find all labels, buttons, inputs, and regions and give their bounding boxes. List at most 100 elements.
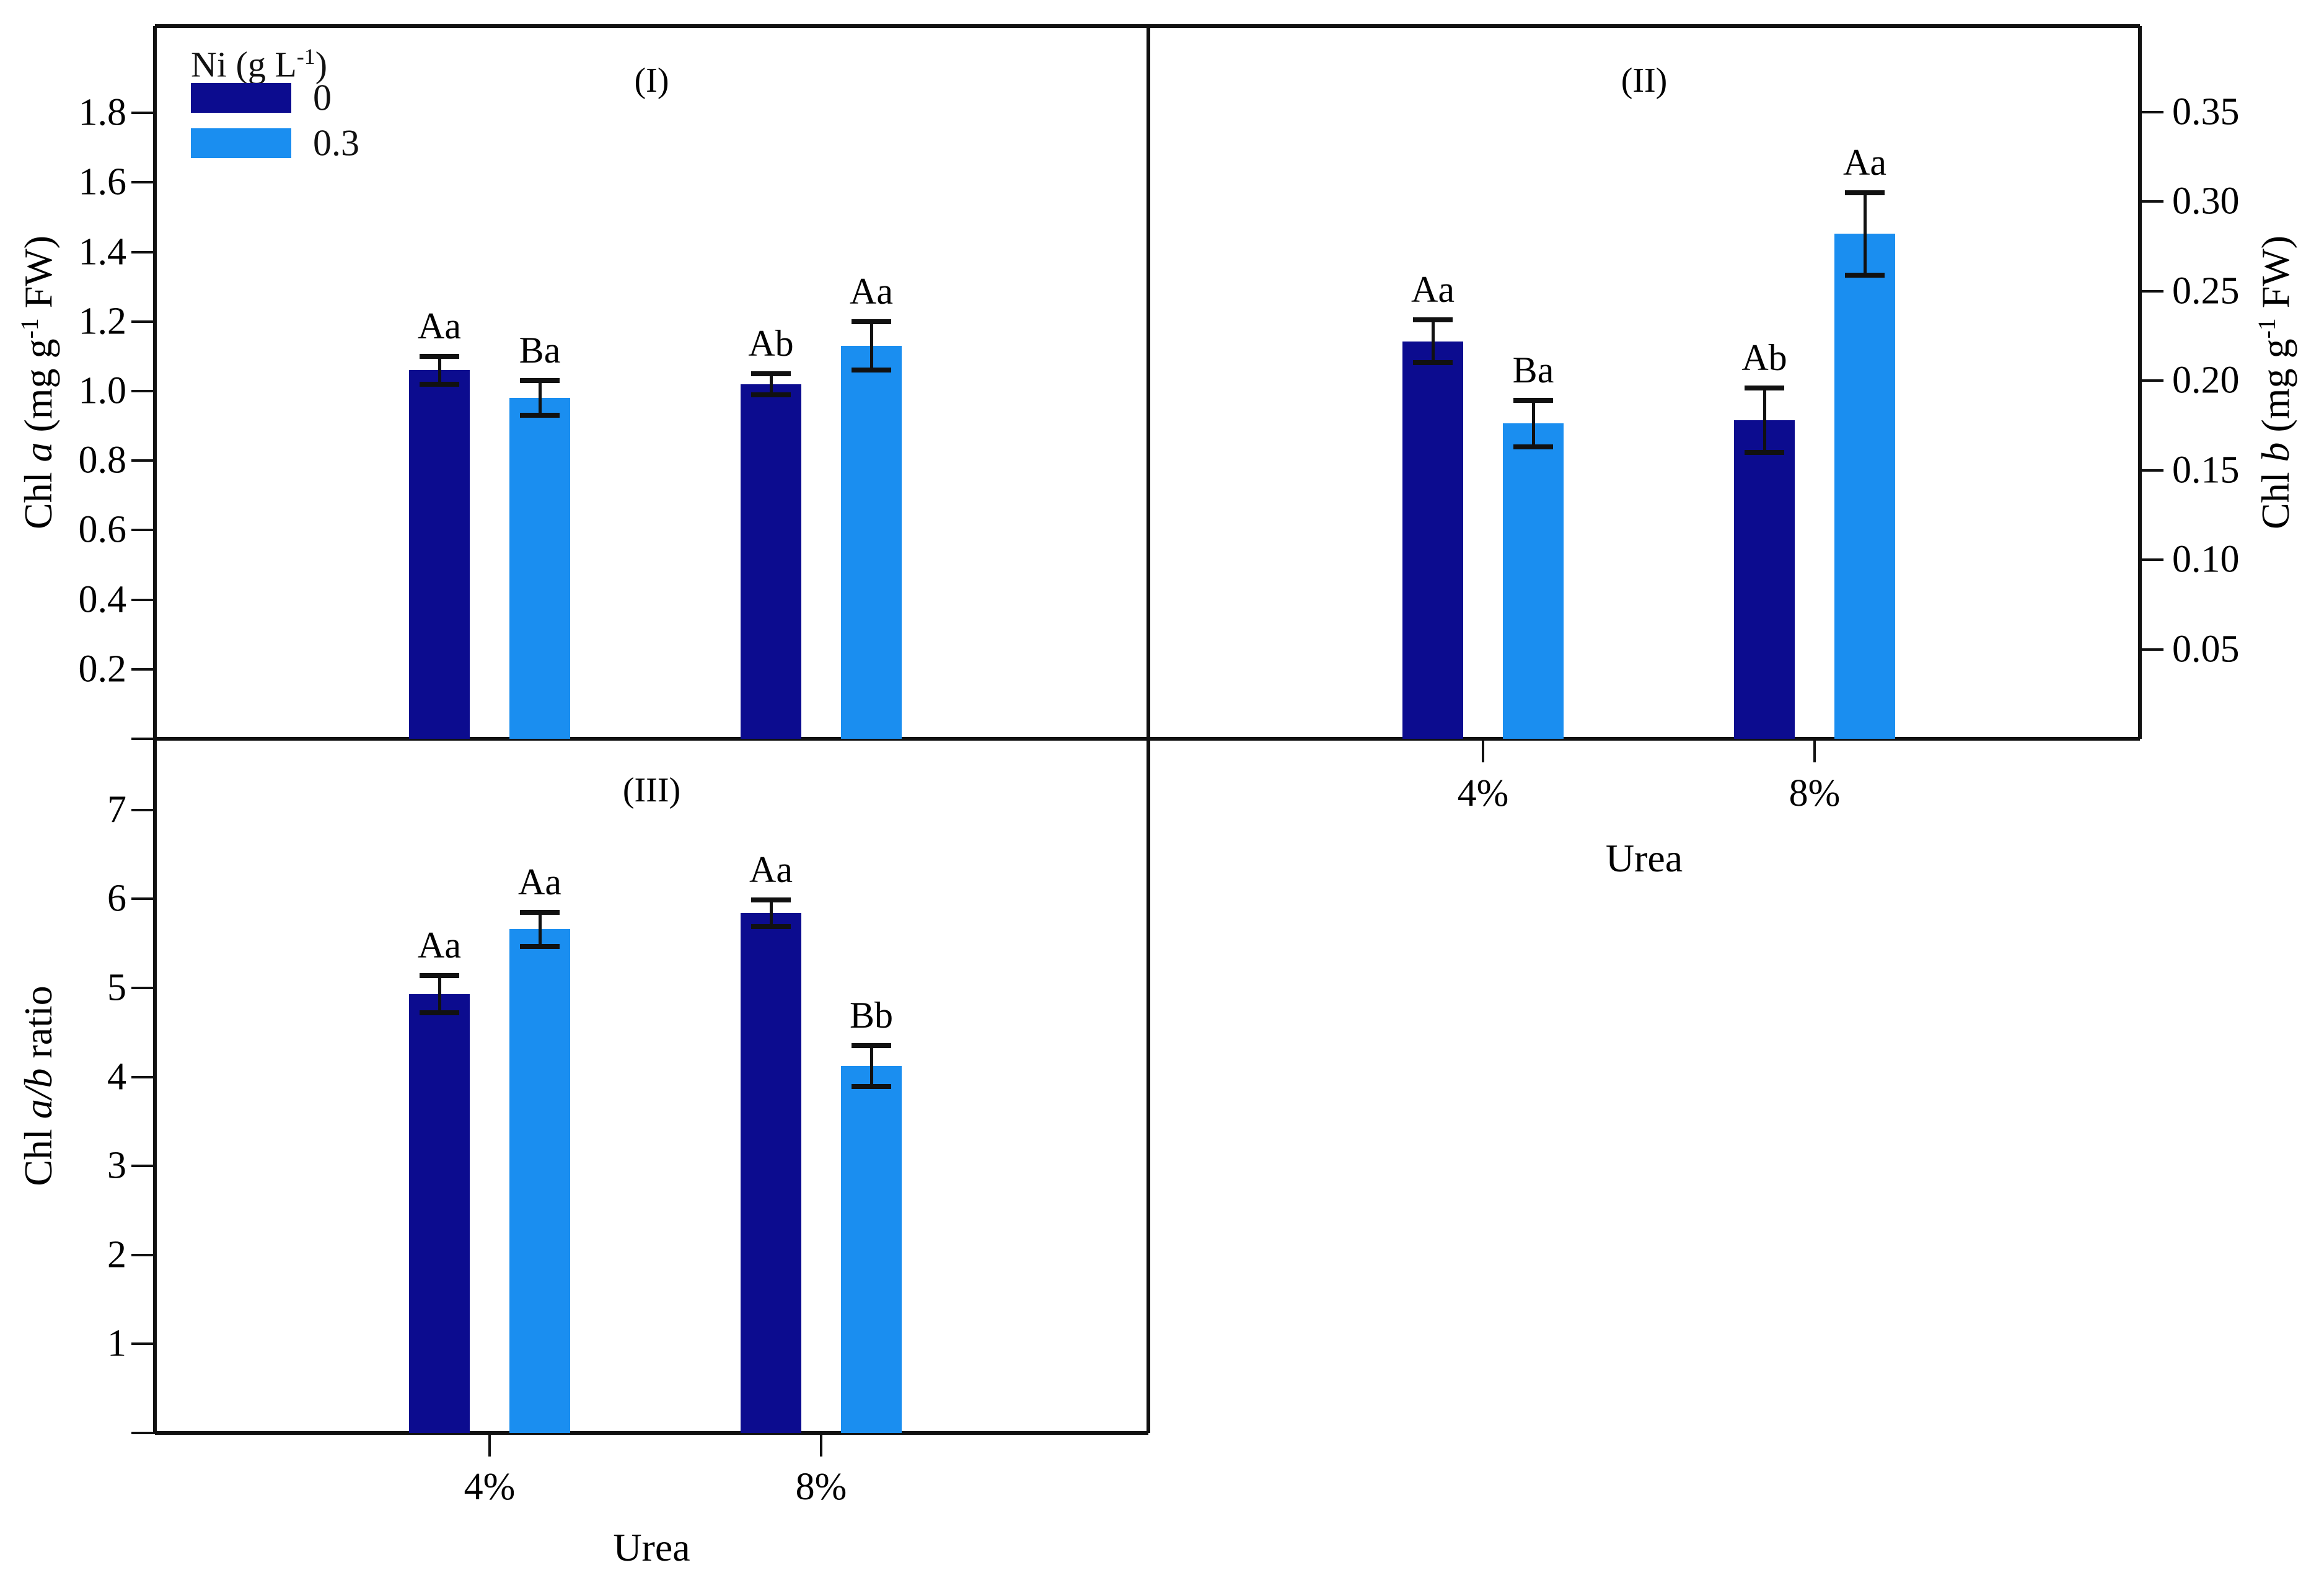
error-bar-cap-bottom (520, 943, 560, 949)
bar-8%-ni0 (1734, 420, 1795, 739)
significance-label: Aa (1411, 268, 1455, 310)
y-axis-title-1: Chl a (mg g-1 FW) (15, 236, 61, 529)
text-run: a/b (16, 1068, 60, 1119)
x-tick-mark (488, 1433, 491, 1457)
error-bar-cap-top (1845, 190, 1885, 195)
bar-4%-ni0_3 (1503, 423, 1564, 739)
text-run: -1 (15, 318, 43, 339)
y-tick-label: 3 (107, 1144, 126, 1187)
x-tick-label-8%: 8% (795, 1466, 847, 1508)
error-bar-cap-top (751, 897, 791, 902)
error-bar-line (1763, 387, 1766, 452)
y-tick-mark (131, 459, 155, 462)
x-axis-title-2: Urea (1605, 836, 1683, 880)
bottom-baseline-line (155, 1431, 1148, 1435)
error-bar-cap-top (852, 1043, 891, 1049)
y-tick-label: 0.15 (2172, 449, 2240, 491)
error-bar-line (538, 381, 542, 416)
error-bar-cap-bottom (1513, 444, 1553, 450)
error-bar-line (1531, 400, 1535, 447)
text-run: Chl (16, 1119, 60, 1186)
bar-8%-ni0_3 (1834, 234, 1895, 739)
error-bar-line (1863, 192, 1867, 275)
left-axis-line (153, 26, 157, 1433)
y-tick-label: 1.6 (78, 161, 127, 203)
error-bar-line (869, 321, 873, 371)
text-run: Ni (g L (191, 44, 297, 85)
error-bar-cap-top (520, 378, 560, 384)
error-bar-line (438, 975, 441, 1013)
x-axis-title-3: Urea (613, 1525, 690, 1569)
x-tick-mark (1482, 739, 1484, 762)
y-tick-mark (2140, 289, 2163, 293)
error-bar-line (769, 899, 773, 927)
text-run: (mg g (2253, 338, 2298, 443)
bar-4%-ni0 (1402, 341, 1463, 739)
error-bar-cap-top (420, 972, 459, 978)
significance-label: Ba (1512, 349, 1554, 390)
y-tick-label: 0.8 (78, 439, 127, 482)
text-run: FW) (2253, 236, 2298, 319)
text-run: Chl (16, 462, 61, 529)
y-tick-mark (131, 1342, 155, 1346)
y-tick-mark (2140, 469, 2163, 472)
y-tick-mark (131, 1253, 155, 1256)
significance-label: Aa (1843, 141, 1886, 183)
y-tick-label: 2 (107, 1233, 126, 1276)
y-tick-label: 0.20 (2172, 359, 2240, 402)
bar-8%-ni0_3 (841, 1066, 902, 1433)
y-tick-label: 0.25 (2172, 270, 2240, 312)
error-bar-cap-bottom (420, 381, 459, 387)
y-tick-mark (131, 181, 155, 184)
y-tick-label: 1.4 (78, 231, 127, 273)
y-tick-mark (2140, 110, 2163, 113)
text-run: -1 (296, 44, 315, 69)
bar-4%-ni0_3 (509, 929, 570, 1433)
y-tick-label: 0.05 (2172, 628, 2240, 671)
error-bar-cap-bottom (1845, 272, 1885, 278)
y-zero-tick-mark (131, 1432, 155, 1434)
legend-swatch-ni-0_3 (191, 128, 291, 158)
y-tick-label: 0.10 (2172, 538, 2240, 581)
right-axis-line (2138, 26, 2142, 739)
legend-label-ni-0: 0 (313, 77, 332, 118)
y-tick-mark (2140, 558, 2163, 562)
error-bar-line (869, 1046, 873, 1087)
bar-4%-ni0 (409, 370, 470, 739)
y-tick-mark (131, 320, 155, 323)
error-bar-cap-bottom (1745, 449, 1784, 455)
error-bar-cap-top (420, 353, 459, 359)
y-tick-label: 5 (107, 966, 126, 1009)
error-bar-cap-bottom (751, 392, 791, 397)
y-tick-label: 0.2 (78, 648, 127, 690)
text-run: FW) (16, 236, 61, 319)
error-bar-cap-top (1513, 397, 1553, 403)
bar-4%-ni0_3 (509, 398, 570, 739)
y-tick-label: 1.8 (78, 91, 127, 134)
y-tick-mark (131, 808, 155, 811)
error-bar-cap-bottom (852, 1084, 891, 1090)
error-bar-cap-bottom (420, 1010, 459, 1016)
error-bar-line (1431, 319, 1435, 363)
y-tick-label: 6 (107, 877, 126, 920)
x-tick-mark (820, 1433, 822, 1457)
y-tick-label: 1 (107, 1322, 126, 1365)
panel-title-1: (I) (634, 61, 669, 100)
text-run: ratio (16, 985, 60, 1069)
significance-label: Bb (849, 995, 894, 1036)
error-bar-cap-top (1413, 317, 1453, 322)
bar-8%-ni0 (741, 384, 801, 739)
y-tick-mark (131, 390, 155, 393)
y-tick-label: 4 (107, 1056, 126, 1098)
error-bar-cap-top (852, 319, 891, 324)
x-tick-mark (1813, 739, 1816, 762)
error-bar-cap-top (1745, 385, 1784, 390)
y-tick-label: 7 (107, 788, 126, 831)
y-tick-mark (131, 112, 155, 115)
error-bar-cap-top (751, 371, 791, 376)
legend-title: Ni (g L-1) (191, 43, 327, 85)
error-bar-cap-bottom (751, 923, 791, 929)
y-tick-mark (131, 668, 155, 671)
y-tick-label: 0.6 (78, 508, 127, 551)
text-run: Chl (2253, 462, 2298, 529)
